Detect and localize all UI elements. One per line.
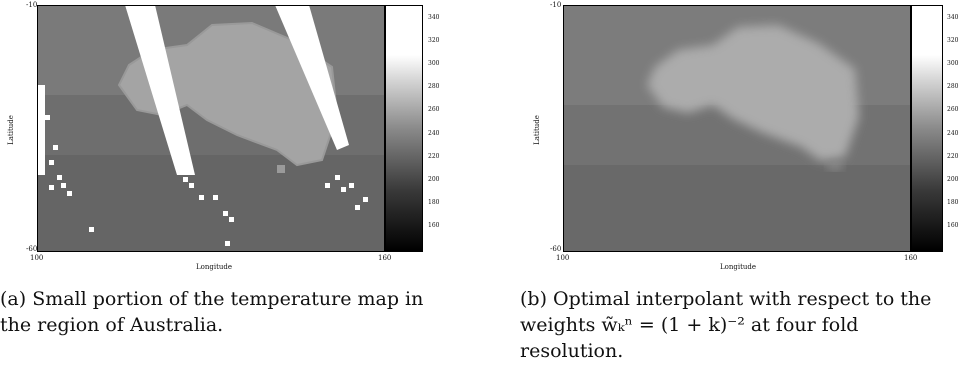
interpolated-map [563,5,911,252]
x-axis-label: Longitude [196,263,233,271]
figure-panel-a: -10 -60 Latitude 340 [0,0,470,373]
colorbar-tick: 200 [428,176,440,183]
colorbar-tick: 240 [947,130,959,137]
x-axis-label: Longitude [720,263,757,271]
colorbar-tick: 200 [947,176,959,183]
colorbar-tick: 260 [947,106,959,113]
colorbar-tick: 300 [428,60,440,67]
colorbar-tick: 300 [947,60,959,67]
colorbar-tick: 220 [428,153,440,160]
temperature-map [37,5,385,252]
colorbar-tick: 260 [428,106,440,113]
colorbar-tick: 220 [947,153,959,160]
colorbar [911,5,943,252]
y-axis-label: Latitude [6,115,15,145]
x-max-tick: 160 [378,254,392,262]
colorbar [385,5,423,252]
x-min-tick: 100 [556,254,570,262]
caption-b: (b) Optimal interpolant with respect to … [520,288,932,362]
colorbar-tick: 180 [428,199,440,206]
colorbar-tick: 340 [947,14,959,21]
colorbar-tick: 160 [947,222,959,229]
colorbar-tick: 240 [428,130,440,137]
colorbar-tick: 320 [428,37,440,44]
colorbar-tick: 280 [947,83,959,90]
caption-a: (a) Small portion of the temperature map… [0,288,424,336]
y-min-tick: -60 [550,245,562,253]
colorbar-tick: 180 [947,199,959,206]
colorbar-tick: 320 [947,37,959,44]
x-max-tick: 160 [904,254,918,262]
colorbar-tick: 340 [428,14,440,21]
x-min-tick: 100 [30,254,44,262]
y-max-tick: -10 [550,1,562,9]
y-axis-label: Latitude [532,115,541,145]
colorbar-tick: 280 [428,83,440,90]
y-min-tick: -60 [26,245,38,253]
figure-panel-b: -10 -60 Latitude 340 320 300 280 260 240… [520,0,963,373]
y-max-tick: -10 [26,1,38,9]
colorbar-tick: 160 [428,222,440,229]
